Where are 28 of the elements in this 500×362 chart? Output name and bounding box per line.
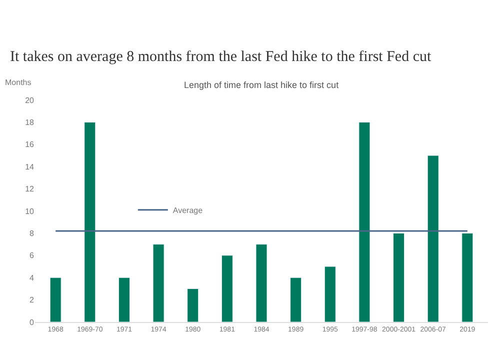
bar: [393, 232, 405, 322]
bar: [152, 244, 164, 322]
bar: [358, 122, 370, 322]
y-tick-label: 2: [30, 296, 35, 305]
bar: [256, 244, 268, 322]
y-tick-label: 12: [25, 184, 35, 194]
bar: [84, 122, 96, 322]
bar: [427, 155, 439, 322]
bar: [118, 277, 130, 322]
y-tick-label: 6: [30, 251, 35, 260]
y-tick-label: 20: [25, 96, 35, 105]
y-tick-label: 4: [30, 273, 35, 282]
bar: [462, 232, 474, 322]
y-tick-label: 0: [30, 318, 35, 327]
y-tick-label: 8: [30, 229, 35, 238]
y-tick-label: 14: [25, 162, 35, 172]
bar: [290, 277, 302, 322]
bar: [324, 266, 336, 322]
y-tick-label: 16: [25, 140, 35, 150]
y-tick-label: 18: [25, 118, 35, 127]
legend-label: Average: [172, 206, 204, 215]
chart-subtitle: Length of time from last hike to first cut: [184, 80, 340, 90]
bar: [187, 288, 199, 322]
bar: [221, 255, 233, 322]
bar: [50, 277, 62, 322]
chart-title: It takes on average 8 months from the last Fed hike to the first Fed cut: [10, 49, 432, 66]
y-tick-label: 10: [25, 206, 35, 216]
y-axis-title: Months: [5, 78, 32, 87]
